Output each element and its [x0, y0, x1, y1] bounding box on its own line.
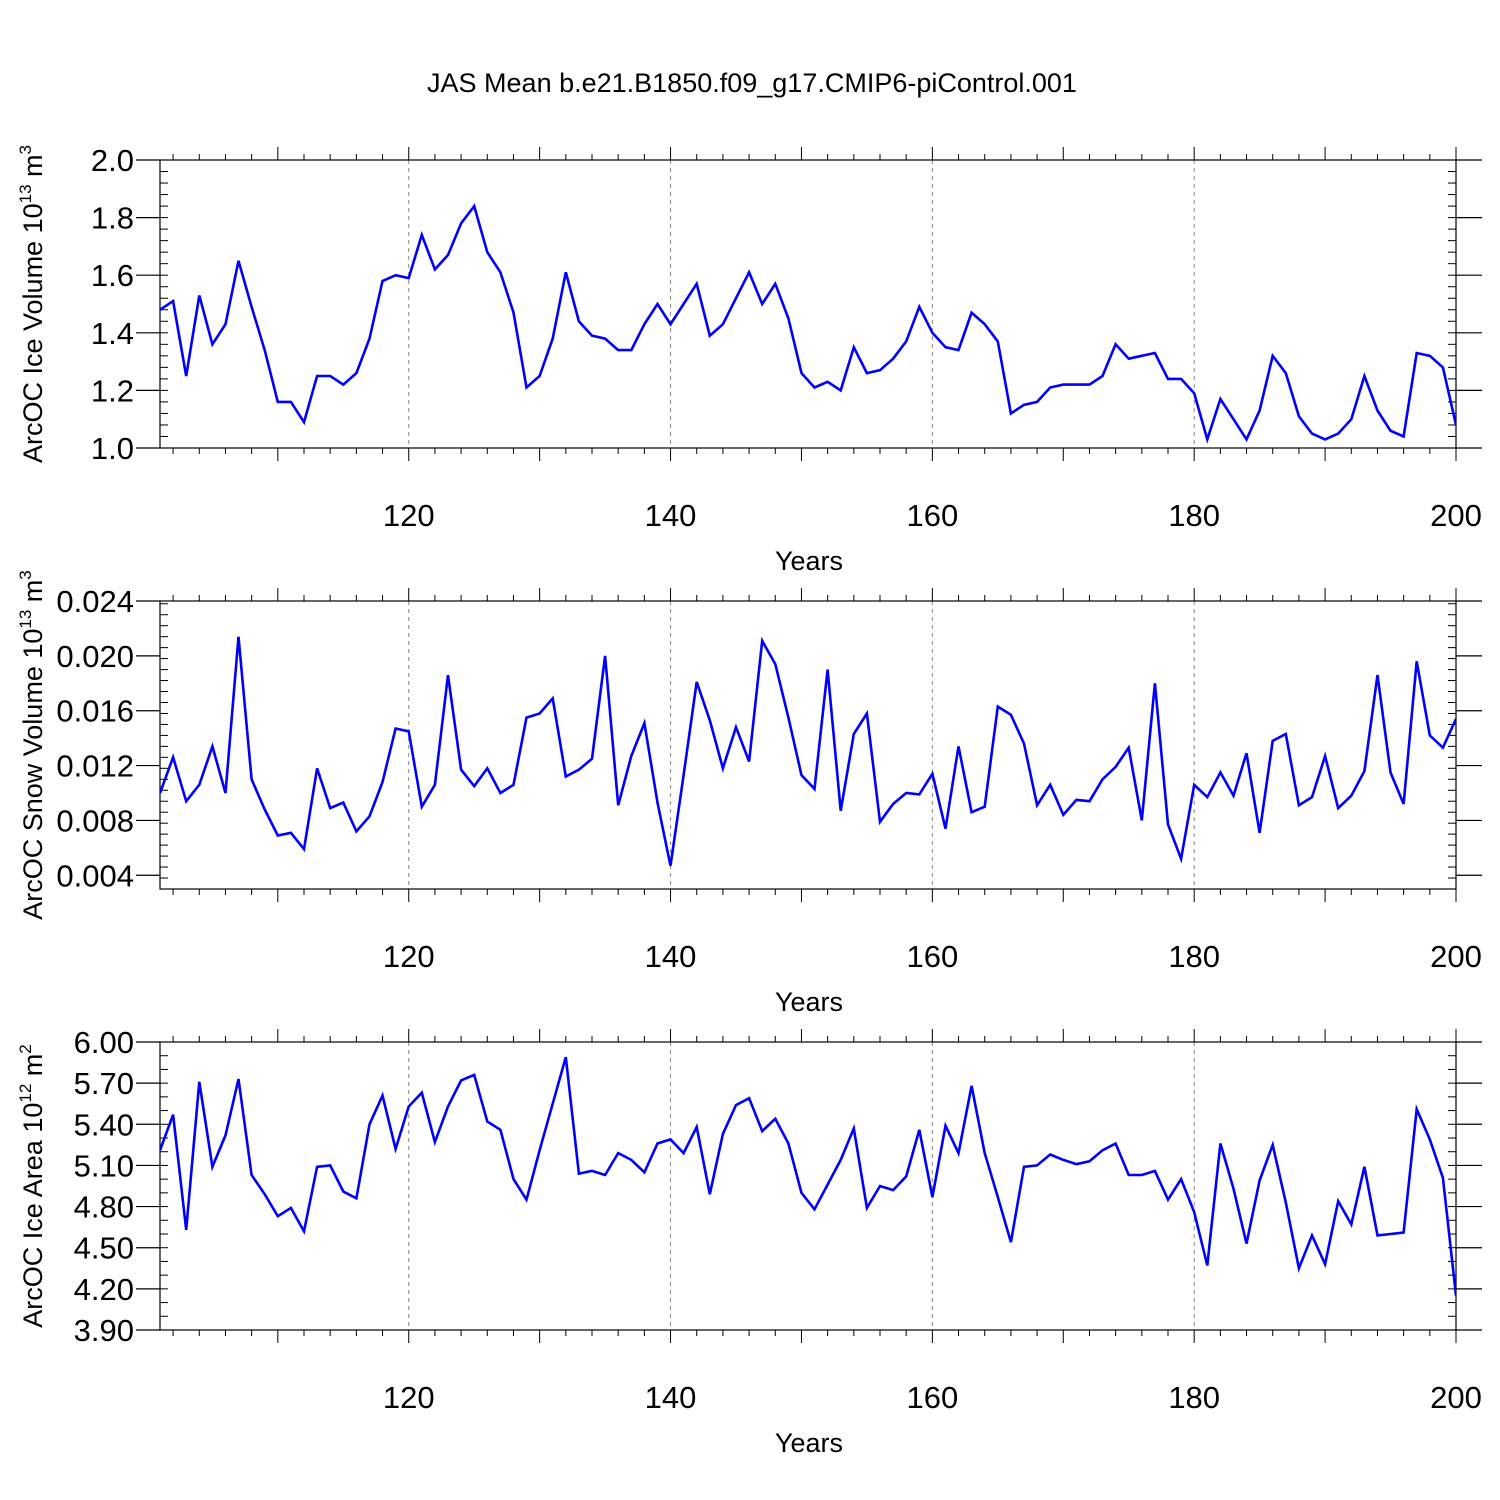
y-tick-label: 0.004: [56, 858, 134, 893]
x-tick-label: 180: [1168, 498, 1220, 533]
plot-frame: [159, 159, 1457, 449]
y-tick-label: 1.8: [91, 201, 134, 236]
x-tick-label: 200: [1430, 1380, 1482, 1415]
series-line: [160, 203, 1456, 444]
y-axis-label: ArcOC Ice Volume 1013 m3: [16, 145, 48, 463]
x-tick-label: 120: [383, 498, 435, 533]
y-tick-label: 1.2: [91, 373, 134, 408]
x-tick-label: 180: [1168, 1380, 1220, 1415]
y-tick-label: 5.10: [74, 1148, 134, 1183]
y-tick-label: 6.00: [74, 1025, 134, 1060]
x-axis-label: Years: [775, 546, 843, 576]
x-axis-label: Years: [775, 1428, 843, 1458]
x-tick-label: 160: [906, 498, 958, 533]
x-tick-label: 120: [383, 1380, 435, 1415]
panel-1: 1.0 1.2 1.4 1.6 1.8 2.0 120 140 160 180 200 Years Ar…: [16, 143, 1482, 576]
y-tick-label: 0.024: [56, 584, 134, 619]
panel-3: 3.90 4.20 4.50 4.80 5.10 5.40 5.70 6.00 120 140 16…: [16, 1025, 1482, 1458]
x-tick-label: 140: [645, 1380, 697, 1415]
series-line: [160, 1056, 1456, 1296]
x-tick-label: 180: [1168, 939, 1220, 974]
x-tick-label: 140: [645, 498, 697, 533]
y-tick-label: 4.80: [74, 1190, 134, 1225]
y-tick-label: 1.0: [91, 431, 134, 466]
plot-frame: [159, 600, 1457, 890]
x-tick-label: 200: [1430, 498, 1482, 533]
x-tick-label: 120: [383, 939, 435, 974]
y-tick-label: 4.20: [74, 1272, 134, 1307]
panel-2: 0.004 0.008 0.012 0.016 0.020 0.024 120 140 160 1…: [16, 570, 1482, 1017]
series-line: [160, 636, 1456, 866]
plot-frame: [159, 1041, 1457, 1331]
y-tick-label: 3.90: [74, 1313, 134, 1348]
x-axis-label: Years: [775, 987, 843, 1017]
x-tick-label: 160: [906, 939, 958, 974]
x-tick-label: 160: [906, 1380, 958, 1415]
y-axis-label: ArcOC Snow Volume 1013 m3: [16, 570, 48, 920]
y-tick-label: 0.016: [56, 694, 134, 729]
x-tick-label: 140: [645, 939, 697, 974]
y-tick-label: 5.40: [74, 1107, 134, 1142]
y-tick-label: 5.70: [74, 1066, 134, 1101]
x-tick-label: 200: [1430, 939, 1482, 974]
y-tick-label: 2.0: [91, 143, 134, 178]
y-tick-label: 0.008: [56, 803, 134, 838]
y-axis-label: ArcOC Ice Area 1012 m2: [16, 1044, 48, 1328]
y-tick-label: 1.6: [91, 258, 134, 293]
y-tick-label: 1.4: [91, 316, 134, 351]
y-tick-label: 0.020: [56, 639, 134, 674]
chart-title: JAS Mean b.e21.B1850.f09_g17.CMIP6-piCon…: [427, 68, 1077, 98]
y-tick-label: 0.012: [56, 749, 134, 784]
y-tick-label: 4.50: [74, 1231, 134, 1266]
